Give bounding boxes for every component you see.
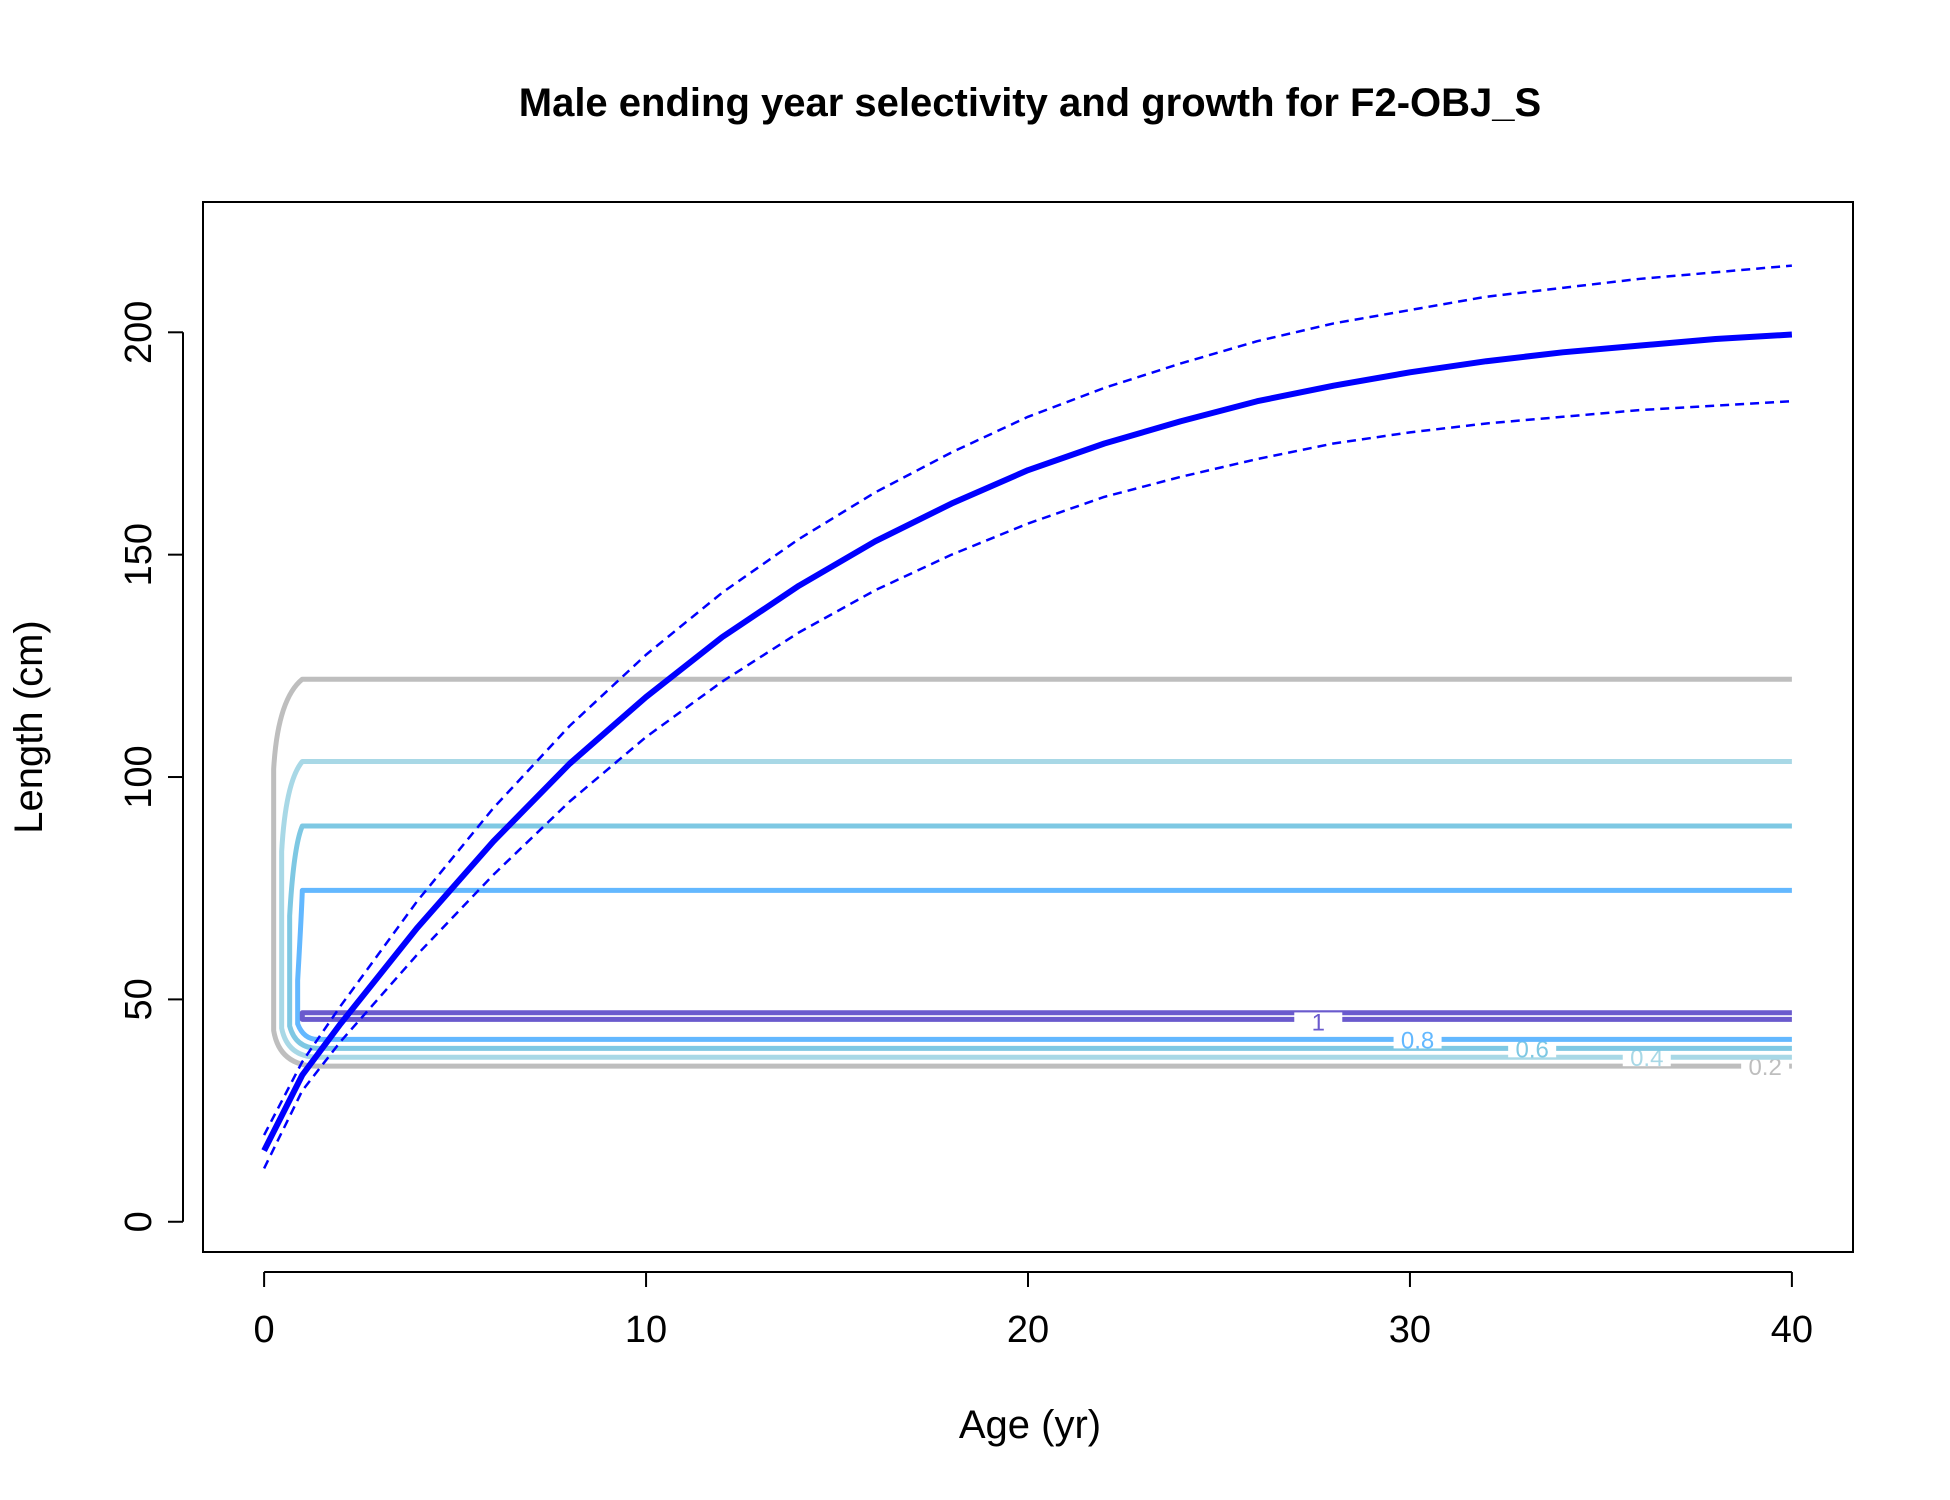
contour-line-0.2 [271, 676, 1792, 1069]
contour-label-gap [1393, 1030, 1442, 1049]
y-tick-label: 150 [118, 523, 160, 586]
y-axis-label: Length (cm) [7, 620, 51, 833]
growth-upper-line [263, 264, 1792, 1136]
contour-label-gap [1294, 1012, 1343, 1031]
y-tick-label: 200 [118, 301, 160, 364]
x-tick-label: 20 [1007, 1309, 1049, 1351]
y-tick-label: 50 [118, 978, 160, 1020]
contour-line-0.6 [287, 823, 1792, 1051]
contour-line-1 [299, 1010, 1792, 1022]
contour-line-0.8 [295, 887, 1792, 1042]
growth-lower-line [262, 399, 1792, 1169]
x-axis-label: Age (yr) [959, 1403, 1101, 1447]
y-tick-label: 100 [118, 745, 160, 808]
y-axis: 0 50 100 150 200 [118, 301, 184, 1232]
plot-box [202, 201, 1854, 1253]
contour-line-0.4 [279, 758, 1792, 1060]
y-tick-label: 0 [118, 1211, 160, 1232]
chart-title: Male ending year selectivity and growth … [519, 81, 1541, 125]
x-axis: 0 10 20 30 40 [254, 1271, 1813, 1351]
contour-label-gap [1741, 1057, 1790, 1076]
contour-label: 0.8 [1401, 1027, 1434, 1054]
selectivity-contours: 0.20.40.60.81 [271, 676, 1792, 1081]
contour-label-gap [1508, 1039, 1557, 1058]
x-tick-label: 30 [1389, 1309, 1431, 1351]
contour-label: 1 [1312, 1009, 1325, 1036]
contour-label-gap [1622, 1048, 1671, 1067]
growth-mean-line [261, 331, 1793, 1152]
x-tick-label: 10 [625, 1309, 667, 1351]
x-tick-label: 40 [1771, 1309, 1813, 1351]
growth-curves [261, 264, 1793, 1169]
x-tick-label: 0 [254, 1309, 275, 1351]
